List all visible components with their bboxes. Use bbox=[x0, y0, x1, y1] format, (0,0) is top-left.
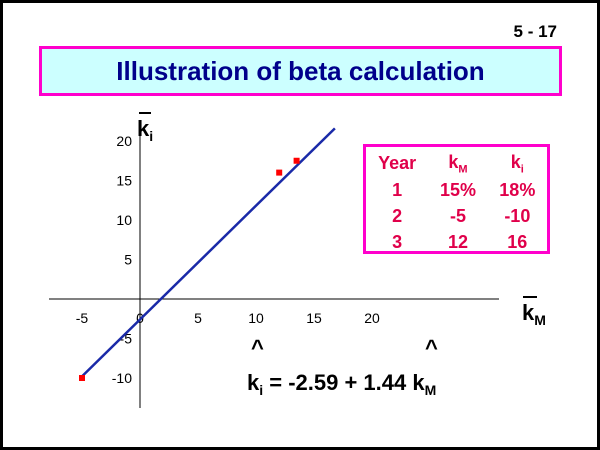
chart-axes bbox=[49, 126, 499, 408]
y-tick-label: 5 bbox=[124, 252, 132, 268]
regression-line bbox=[81, 127, 336, 378]
data-table-grid: Year kM ki 1 15% 18% 2 -5 -10 3 bbox=[366, 150, 547, 256]
header-km-sub: M bbox=[458, 163, 468, 176]
table-row: 1 15% 18% bbox=[366, 178, 547, 204]
table-cell: 3 bbox=[392, 232, 403, 253]
y-axis-label: ki bbox=[137, 112, 153, 144]
equation-lhs-sub: i bbox=[259, 382, 263, 398]
y-tick-labels: -10 -5 5 10 15 20 bbox=[112, 133, 132, 386]
y-tick-label: 20 bbox=[116, 133, 132, 149]
page-number: 5 - 17 bbox=[513, 22, 557, 41]
table-cell: 2 bbox=[392, 206, 403, 227]
table-row: 3 12 16 bbox=[366, 230, 547, 256]
data-point bbox=[293, 157, 300, 164]
regression-equation: ^ ^ ki = -2.59 + 1.44 kM bbox=[247, 335, 438, 398]
table-header-year: Year bbox=[366, 150, 428, 178]
table-cell: 1 bbox=[392, 180, 403, 201]
table-row: 2 -5 -10 bbox=[366, 204, 547, 230]
y-tick-label: 10 bbox=[116, 212, 132, 228]
table-cell: 12 bbox=[447, 232, 468, 253]
y-tick-label: -5 bbox=[120, 331, 133, 347]
x-tick-label: 20 bbox=[364, 310, 380, 326]
slide: 5 - 17 Illustration of beta calculation … bbox=[3, 3, 597, 447]
data-point bbox=[276, 169, 283, 176]
equation-rhs-base: k bbox=[412, 370, 425, 395]
x-axis-label-base: k bbox=[522, 300, 535, 325]
y-axis-label-sub: i bbox=[149, 128, 153, 144]
x-tick-label: 10 bbox=[248, 310, 264, 326]
table-header-ki: ki bbox=[488, 150, 547, 178]
x-tick-label: -5 bbox=[76, 310, 89, 326]
header-km-base: k bbox=[448, 152, 459, 172]
table-header-km: kM bbox=[428, 150, 487, 178]
table-cell: 18% bbox=[499, 180, 536, 201]
table-cell: -10 bbox=[504, 206, 531, 227]
table-cell: -5 bbox=[449, 206, 466, 227]
x-axis-label: kM bbox=[522, 296, 546, 328]
rhs-hat: ^ bbox=[425, 335, 438, 360]
regression-equation-text: ki = -2.59 + 1.44 kM bbox=[247, 370, 436, 398]
table-header-row: Year kM ki bbox=[366, 150, 547, 178]
table-cell: 15% bbox=[439, 180, 476, 201]
table-cell: 16 bbox=[507, 232, 528, 253]
y-tick-label: 15 bbox=[116, 173, 132, 189]
x-axis-label-text: kM bbox=[522, 300, 546, 328]
equation-lhs-base: k bbox=[247, 370, 260, 395]
page-title: Illustration of beta calculation bbox=[116, 55, 485, 86]
y-tick-label: -10 bbox=[112, 370, 132, 386]
data-points bbox=[79, 157, 300, 381]
x-tick-label: 5 bbox=[194, 310, 202, 326]
lhs-hat: ^ bbox=[251, 335, 264, 360]
equation-rhs-text: = -2.59 + 1.44 bbox=[263, 370, 412, 395]
header-ki-sub: i bbox=[520, 163, 524, 176]
data-point bbox=[79, 375, 85, 381]
title-box: Illustration of beta calculation bbox=[39, 46, 562, 96]
y-axis-label-base: k bbox=[137, 116, 150, 141]
x-tick-labels: -505101520 bbox=[76, 310, 380, 326]
x-tick-label: 15 bbox=[306, 310, 322, 326]
y-axis-label-text: ki bbox=[137, 116, 153, 144]
header-ki-base: k bbox=[510, 152, 521, 172]
data-table: Year kM ki 1 15% 18% 2 -5 -10 3 bbox=[363, 144, 550, 254]
header-year-base: Year bbox=[378, 153, 417, 174]
x-axis-label-sub: M bbox=[534, 312, 546, 328]
regression-line-group bbox=[81, 127, 336, 378]
equation-rhs-sub: M bbox=[425, 382, 437, 398]
